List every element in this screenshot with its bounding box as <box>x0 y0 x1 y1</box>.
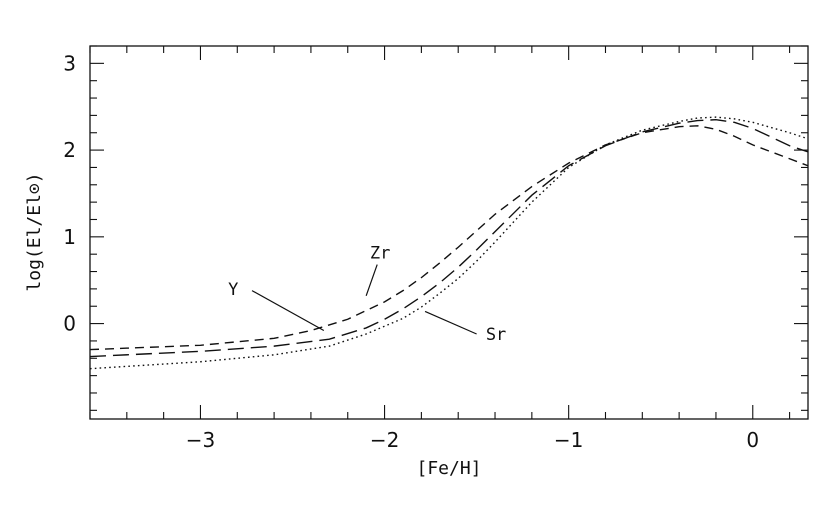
annotation-label-zr: Zr <box>370 243 390 263</box>
annotation-leader-y <box>251 290 325 332</box>
plot-frame <box>89 45 809 420</box>
x-axis-label: [Fe/H] <box>416 458 481 479</box>
annotation-label-y: Y <box>228 280 238 300</box>
annotation-leader-sr <box>424 310 477 335</box>
x-tick-label: −1 <box>554 428 583 452</box>
x-tick-label: 0 <box>746 428 759 452</box>
series-layer <box>90 116 808 370</box>
series-line-sr <box>90 116 808 370</box>
annotation-layer: Y Zr Sr <box>228 243 506 345</box>
y-tick-label: 3 <box>63 51 76 75</box>
x-tick-label: −3 <box>186 428 215 452</box>
ticks <box>89 45 808 419</box>
x-tick-label: −2 <box>370 428 399 452</box>
series-line-y <box>90 119 808 358</box>
annotation-label-sr: Sr <box>486 325 506 345</box>
annotation-leader-zr <box>365 264 378 297</box>
y-tick-label: 2 <box>63 138 76 162</box>
y-axis-label: log(El/El⊙) <box>24 172 45 291</box>
y-tick-label: 0 <box>63 312 76 336</box>
y-tick-label: 1 <box>63 225 76 249</box>
series-line-zr <box>90 125 808 351</box>
tick-labels: −3 −2 −1 0 0 1 2 3 <box>63 51 759 452</box>
